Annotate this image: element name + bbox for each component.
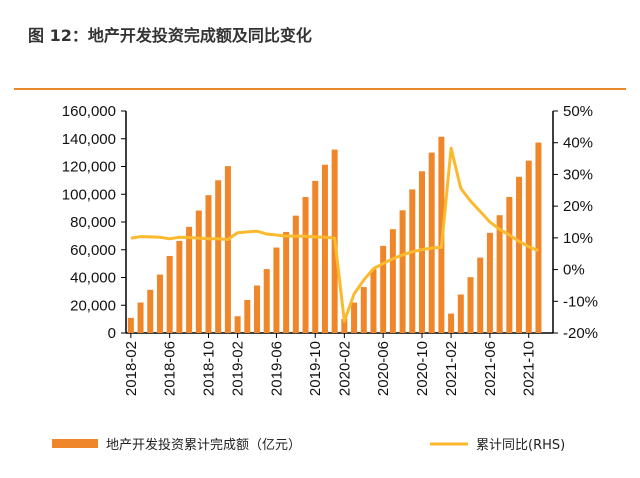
right-tick-label: 50% <box>563 103 593 120</box>
right-tick-label: 40% <box>563 135 593 152</box>
left-tick-label: 120,000 <box>62 159 116 176</box>
bar <box>186 226 193 333</box>
title-divider <box>14 88 626 90</box>
bar <box>486 232 493 333</box>
bar <box>302 197 309 333</box>
x-tick-label: 2020-10 <box>414 341 431 396</box>
x-tick-label: 2019-06 <box>268 341 285 396</box>
left-tick-label: 20,000 <box>70 297 116 314</box>
right-tick-label: 30% <box>563 166 593 183</box>
x-tick-label: 2021-10 <box>521 341 538 396</box>
right-tick-label: -10% <box>563 293 598 310</box>
legend-bar-label: 地产开发投资累计完成额（亿元） <box>106 437 301 453</box>
bar <box>234 316 241 333</box>
bar <box>380 245 387 333</box>
left-tick-label: 60,000 <box>70 242 116 259</box>
bar <box>215 180 222 333</box>
bar <box>224 166 231 333</box>
bar <box>399 210 406 333</box>
bar <box>457 294 464 333</box>
left-tick-label: 160,000 <box>62 103 116 120</box>
bar <box>351 302 358 333</box>
x-tick-label: 2018-06 <box>162 341 179 396</box>
bar <box>496 215 503 333</box>
yoy-line <box>130 146 539 323</box>
right-tick-label: -20% <box>563 325 598 342</box>
x-tick-label: 2018-10 <box>200 341 217 396</box>
bar <box>448 313 455 333</box>
x-tick-label: 2019-10 <box>307 341 324 396</box>
bar <box>467 277 474 333</box>
bar <box>292 215 299 333</box>
bar <box>205 195 212 333</box>
legend-bar-swatch <box>52 439 98 448</box>
x-tick-label: 2021-06 <box>482 341 499 396</box>
x-tick-label: 2020-06 <box>375 341 392 396</box>
left-tick-label: 80,000 <box>70 214 116 231</box>
chart-title: 图 12：地产开发投资完成额及同比变化 <box>28 26 312 45</box>
right-tick-label: 20% <box>563 198 593 215</box>
bar <box>535 142 542 333</box>
bar <box>195 210 202 333</box>
bar <box>127 317 134 333</box>
bar <box>283 231 290 333</box>
x-tick-label: 2019-02 <box>230 341 247 396</box>
bar <box>166 255 173 333</box>
bar <box>147 289 154 333</box>
bar <box>360 287 367 333</box>
bar <box>418 171 425 333</box>
bar <box>389 229 396 333</box>
bar <box>321 164 328 333</box>
bar <box>254 285 261 333</box>
bar <box>176 240 183 333</box>
bar <box>370 269 377 333</box>
bar <box>263 269 270 333</box>
left-tick-label: 40,000 <box>70 270 116 287</box>
legend-line-label: 累计同比(RHS) <box>476 438 565 453</box>
bar <box>341 318 348 333</box>
x-tick-label: 2020-02 <box>336 341 353 396</box>
bar <box>477 257 484 333</box>
x-tick-label: 2021-02 <box>443 341 460 396</box>
left-tick-label: 0 <box>108 325 116 342</box>
bar <box>244 299 251 333</box>
bar <box>428 152 435 333</box>
bar <box>156 274 163 333</box>
bar <box>312 180 319 333</box>
left-tick-label: 140,000 <box>62 131 116 148</box>
left-tick-label: 100,000 <box>62 186 116 203</box>
right-tick-label: 0% <box>563 262 585 279</box>
bar <box>516 176 523 333</box>
x-tick-label: 2018-02 <box>123 341 140 396</box>
bar <box>506 196 513 333</box>
bar <box>137 302 144 333</box>
bar <box>409 189 416 333</box>
bar <box>273 247 280 333</box>
right-tick-label: 10% <box>563 230 593 247</box>
